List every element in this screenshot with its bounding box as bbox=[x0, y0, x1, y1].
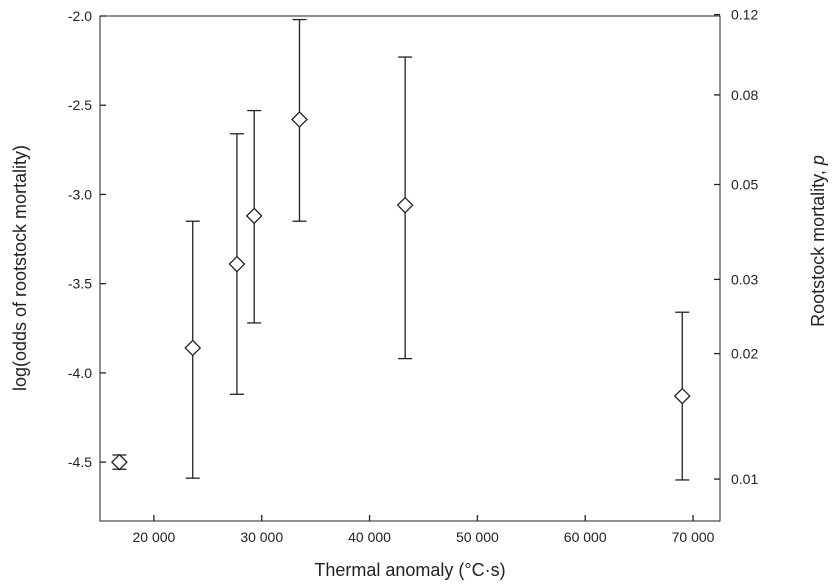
x-tick-label: 30 000 bbox=[240, 529, 283, 545]
x-axis-ticks: 20 000 30 000 40 000 50 000 60 000 70 000 bbox=[132, 515, 715, 545]
diamond-marker bbox=[396, 196, 414, 214]
diamond-marker bbox=[228, 255, 246, 273]
right-y-tick-label: 0.05 bbox=[731, 177, 758, 193]
data-point bbox=[184, 220, 202, 479]
data-point bbox=[110, 453, 128, 471]
y-axis-title: log(odds of rootstock mortality) bbox=[10, 145, 30, 391]
data-point bbox=[245, 109, 263, 324]
right-y-axis-title: Rootstock mortality, p bbox=[808, 155, 828, 327]
data-point bbox=[396, 56, 414, 360]
x-tick-label: 40 000 bbox=[348, 529, 391, 545]
x-tick-label: 70 000 bbox=[672, 529, 715, 545]
data-point bbox=[291, 18, 308, 222]
y-tick-label: -3.5 bbox=[68, 276, 92, 292]
diamond-marker bbox=[291, 111, 308, 128]
x-tick-label: 50 000 bbox=[456, 529, 499, 545]
diamond-marker bbox=[673, 387, 691, 405]
data-marks bbox=[110, 18, 691, 481]
right-y-axis-ticks: 0.01 0.02 0.03 0.05 0.08 0.12 bbox=[714, 7, 758, 487]
right-y-tick-label: 0.08 bbox=[731, 87, 758, 103]
right-y-axis-title-main: Rootstock mortality, bbox=[808, 165, 828, 327]
right-y-axis-title-variable: p bbox=[808, 155, 828, 166]
x-axis-title: Thermal anomaly (°C·s) bbox=[314, 560, 505, 580]
y-tick-label: -2.0 bbox=[68, 8, 92, 24]
y-tick-label: -3.0 bbox=[68, 186, 92, 202]
x-tick-label: 20 000 bbox=[132, 529, 175, 545]
x-tick-label: 60 000 bbox=[564, 529, 607, 545]
right-y-tick-label: 0.01 bbox=[731, 471, 758, 487]
diamond-marker bbox=[245, 207, 263, 225]
diamond-marker bbox=[110, 453, 128, 471]
diamond-marker bbox=[184, 339, 202, 357]
right-y-tick-label: 0.02 bbox=[731, 346, 758, 362]
data-point bbox=[228, 133, 246, 395]
y-tick-label: -4.0 bbox=[68, 365, 92, 381]
y-axis-ticks: -4.5 -4.0 -3.5 -3.0 -2.5 -2.0 bbox=[68, 8, 106, 470]
data-point bbox=[673, 311, 691, 481]
y-tick-label: -4.5 bbox=[68, 454, 92, 470]
right-y-tick-label: 0.03 bbox=[731, 271, 758, 287]
y-tick-label: -2.5 bbox=[68, 97, 92, 113]
plot-frame bbox=[99, 15, 721, 522]
right-y-tick-label: 0.12 bbox=[731, 7, 758, 23]
